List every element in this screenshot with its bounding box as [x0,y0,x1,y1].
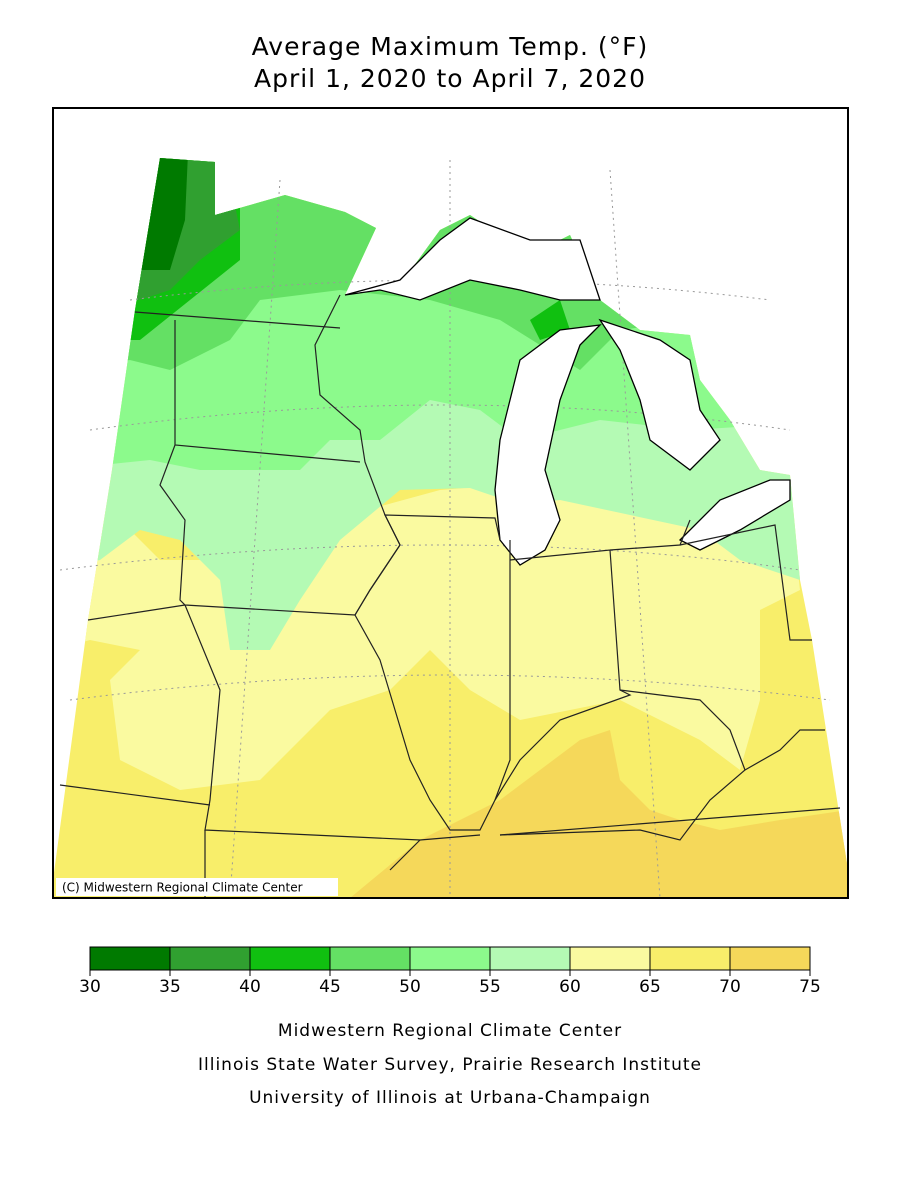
legend-swatch [249,946,331,971]
legend-swatch [569,946,651,971]
map-frame [52,107,849,899]
legend-tick-label: 50 [399,977,421,997]
legend-swatch [89,946,171,971]
legend: 30 35 40 45 50 55 60 65 70 75 [79,946,821,997]
legend-swatch [649,946,731,971]
map-credit: (C) Midwestern Regional Climate Center [62,881,303,895]
title-line: April 1, 2020 to April 7, 2020 [254,64,646,93]
legend-tick-label: 75 [799,977,821,997]
legend-tick-label: 70 [719,977,741,997]
footer-line: University of Illinois at Urbana-Champai… [249,1088,651,1108]
credit-box [56,878,338,896]
legend-swatch [489,946,571,971]
legend-swatch [409,946,491,971]
legend-tick-label: 65 [639,977,661,997]
legend-tick-label: 45 [319,977,341,997]
legend-tick-label: 30 [79,977,101,997]
legend-tick-label: 55 [479,977,501,997]
grid-lines [59,160,831,899]
lakes [344,217,791,566]
legend-tick-label: 60 [559,977,581,997]
footer-line: Illinois State Water Survey, Prairie Res… [198,1055,702,1075]
state-borders [59,294,841,898]
legend-tick-label: 35 [159,977,181,997]
legend-swatch [729,946,811,971]
title-line: Average Maximum Temp. (°F) [252,32,649,61]
legend-tick-label: 40 [239,977,261,997]
legend-swatch [329,946,411,971]
footer-line: Midwestern Regional Climate Center [278,1021,622,1041]
legend-swatch [169,946,251,971]
